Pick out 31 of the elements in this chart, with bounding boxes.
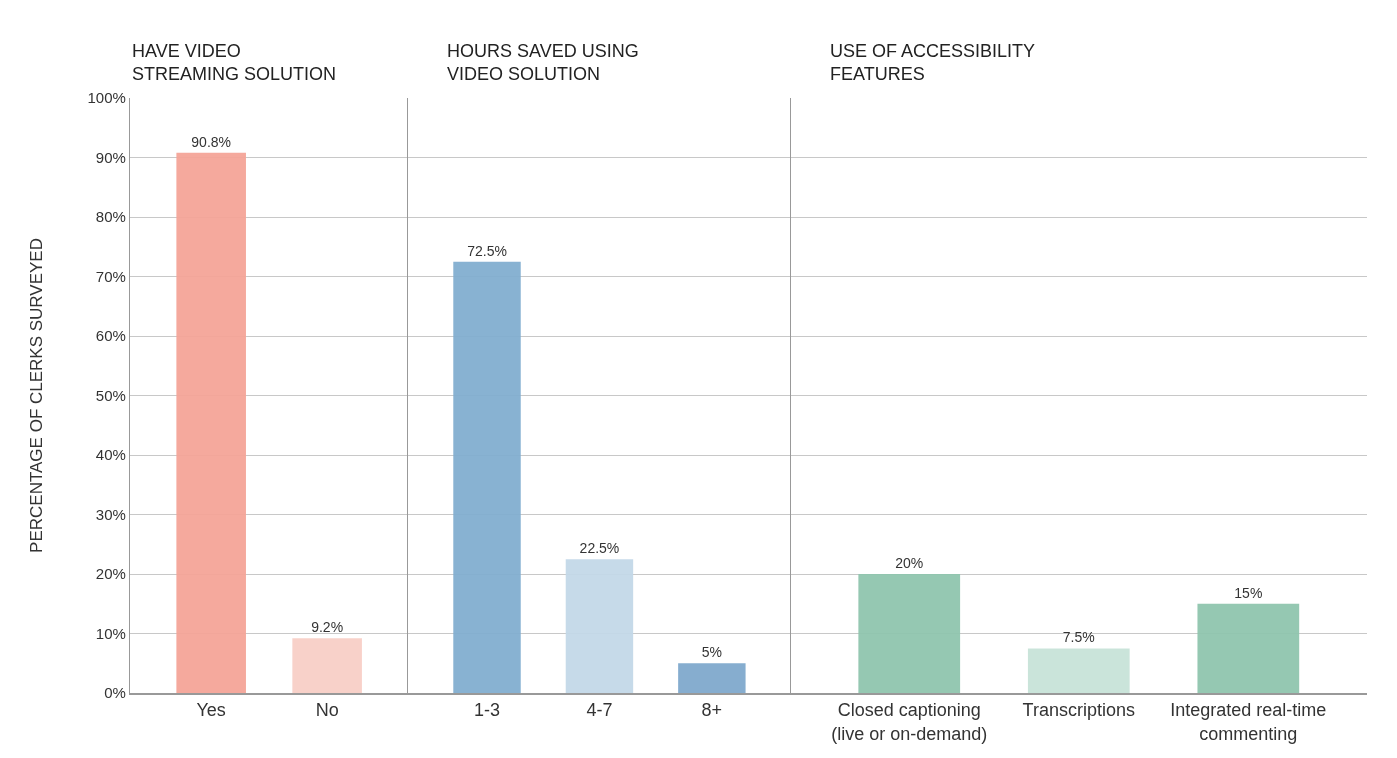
y-tick-label: 80%: [95, 208, 126, 226]
x-tick-label: 1-3: [474, 700, 501, 721]
x-tick-label: Transcriptions: [1022, 700, 1135, 721]
y-tick-label: 90%: [95, 148, 126, 166]
data-label: 9.2%: [311, 619, 344, 636]
x-tick-label: 4-7: [586, 700, 613, 721]
y-tick-label: 0%: [104, 684, 126, 702]
data-label: 90.8%: [191, 133, 232, 150]
data-label: 15%: [1234, 584, 1263, 601]
y-tick-label: 20%: [95, 565, 126, 583]
data-label: 72.5%: [467, 242, 507, 259]
chart-title: USE OF ACCESSIBILITY FEATURES: [830, 41, 1036, 85]
data-label: 22.5%: [579, 540, 620, 557]
x-tick-label: Closed captioning (live or on-demand): [831, 700, 988, 744]
x-tick-label: Yes: [196, 700, 226, 721]
data-label: 7.5%: [1062, 629, 1095, 646]
y-tick-label: 40%: [95, 446, 126, 464]
chart-title: HAVE VIDEO STREAMING SOLUTION: [132, 41, 337, 85]
x-tick-label: No: [315, 700, 339, 721]
x-tick-label: 8+: [701, 700, 723, 721]
data-label: 20%: [895, 555, 924, 571]
y-axis-title: PERCENTAGE OF CLERKS SURVEYED: [27, 238, 47, 553]
x-tick-label: Integrated real-time commenting: [1170, 700, 1327, 744]
y-tick-label: 30%: [95, 505, 126, 523]
y-tick-label: 10%: [95, 624, 126, 642]
data-label: 5%: [701, 644, 722, 661]
y-tick-label: 100%: [87, 89, 126, 107]
y-tick-label: 60%: [95, 327, 126, 345]
chart-title: HOURS SAVED USING VIDEO SOLUTION: [447, 41, 639, 85]
y-tick-label: 50%: [95, 386, 126, 404]
y-tick-label: 70%: [95, 267, 126, 285]
